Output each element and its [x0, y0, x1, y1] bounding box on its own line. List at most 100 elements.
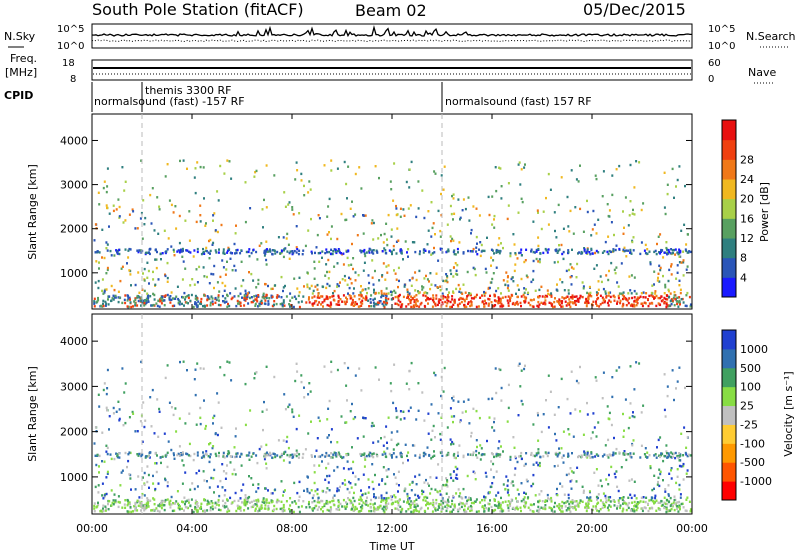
echo-cell: [685, 249, 688, 253]
echo-cell: [451, 397, 453, 400]
echo-cell: [262, 428, 264, 432]
echo-cell: [212, 241, 215, 245]
echo-cell: [644, 447, 647, 450]
echo-cell: [390, 250, 393, 253]
echo-cell: [145, 297, 148, 300]
echo-cell: [215, 454, 218, 458]
echo-cell: [679, 496, 682, 499]
echo-cell: [169, 499, 172, 503]
echo-cell: [244, 220, 247, 224]
echo-cell: [583, 250, 586, 253]
echo-cell: [376, 251, 379, 254]
echo-cell: [210, 272, 213, 276]
echo-cell: [181, 507, 183, 510]
echo-cell: [177, 506, 180, 510]
echo-cell: [158, 410, 161, 413]
echo-cell: [367, 504, 370, 507]
echo-cell: [633, 494, 636, 497]
echo-cell: [279, 252, 282, 255]
echo-cell: [149, 451, 151, 454]
echo-cell: [434, 284, 437, 287]
echo-cell: [430, 253, 433, 256]
echo-cell: [684, 184, 686, 188]
echo-cell: [532, 278, 535, 281]
echo-cell: [472, 247, 475, 251]
echo-cell: [177, 301, 180, 305]
echo-cell: [307, 432, 310, 435]
echo-cell: [105, 444, 108, 447]
echo-cell: [598, 510, 601, 513]
echo-cell: [656, 242, 658, 246]
echo-cell: [368, 281, 371, 285]
echo-cell: [169, 301, 172, 304]
echo-cell: [340, 455, 342, 458]
echo-cell: [387, 416, 390, 419]
echo-cell: [137, 475, 140, 478]
echo-cell: [646, 252, 649, 255]
echo-cell: [498, 440, 501, 443]
echo-cell: [106, 167, 109, 170]
echo-cell: [378, 378, 380, 381]
echo-cell: [587, 499, 590, 503]
echo-cell: [445, 509, 448, 513]
echo-cell: [576, 466, 579, 469]
echo-cell: [538, 493, 541, 496]
echo-cell: [303, 396, 306, 399]
echo-cell: [615, 168, 618, 171]
echo-cell: [293, 500, 296, 503]
echo-cell: [628, 479, 631, 482]
echo-cell: [279, 455, 282, 459]
nsky-left-tick-bottom: 10^0: [57, 41, 84, 52]
echo-cell: [209, 456, 211, 459]
echo-cell: [343, 274, 346, 278]
echo-cell: [276, 250, 279, 254]
echo-cell: [383, 305, 386, 309]
echo-cell: [224, 297, 227, 300]
echo-cell: [156, 250, 158, 254]
echo-cell: [285, 500, 288, 503]
echo-cell: [341, 456, 344, 460]
echo-cell: [326, 502, 329, 505]
echo-cell: [556, 455, 559, 458]
echo-cell: [305, 506, 308, 509]
echo-cell: [500, 496, 502, 500]
echo-cell: [449, 300, 452, 304]
echo-cell: [387, 502, 390, 505]
echo-cell: [659, 268, 662, 272]
echo-cell: [100, 509, 103, 512]
echo-cell: [685, 294, 688, 297]
echo-cell: [352, 215, 355, 218]
echo-cell: [108, 212, 111, 215]
echo-cell: [437, 259, 440, 262]
echo-cell: [308, 296, 310, 299]
echo-cell: [291, 501, 294, 504]
echo-cell: [597, 501, 600, 504]
echo-cell: [411, 501, 414, 505]
echo-cell: [199, 220, 202, 223]
echo-cell: [534, 494, 537, 497]
echo-cell: [674, 253, 677, 256]
echo-cell: [467, 249, 469, 253]
echo-cell: [416, 299, 419, 303]
echo-cell: [586, 299, 589, 302]
echo-cell: [387, 297, 390, 301]
echo-cell: [347, 165, 350, 168]
echo-cell: [292, 415, 295, 418]
echo-cell: [103, 494, 106, 497]
echo-cell: [680, 432, 683, 435]
echo-cell: [116, 453, 119, 456]
echo-cell: [610, 221, 613, 224]
echo-cell: [657, 501, 660, 504]
echo-cell: [359, 452, 362, 456]
echo-cell: [358, 294, 361, 297]
echo-cell: [567, 428, 570, 431]
echo-cell: [155, 462, 158, 465]
echo-cell: [296, 248, 299, 251]
echo-cell: [679, 291, 682, 295]
echo-cell: [170, 448, 173, 452]
echo-cell: [394, 302, 397, 305]
echo-cell: [392, 401, 395, 405]
echo-cell: [385, 505, 388, 508]
echo-cell: [390, 438, 393, 441]
echo-cell: [274, 488, 277, 491]
